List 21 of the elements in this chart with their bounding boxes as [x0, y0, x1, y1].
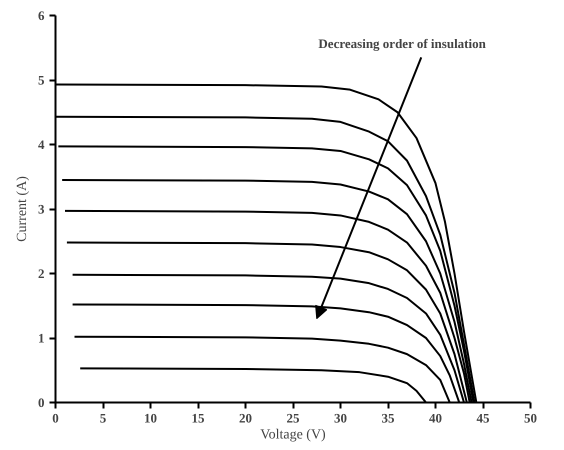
x-tick-label: 25 — [286, 410, 300, 426]
x-tick-label: 30 — [334, 410, 347, 426]
x-axis-title: Voltage (V) — [260, 428, 326, 442]
x-tick-label: 50 — [524, 410, 537, 426]
y-tick-label: 4 — [38, 137, 45, 152]
y-tick-label: 0 — [38, 395, 44, 410]
x-tick-label: 5 — [100, 410, 107, 426]
x-tick-label: 0 — [52, 410, 59, 426]
y-tick-label: 2 — [38, 266, 44, 281]
y-tick-label: 5 — [38, 72, 45, 88]
x-tick-label: 20 — [239, 410, 252, 426]
x-tick-label: 45 — [476, 410, 490, 426]
annotation: Decreasing order of insulation — [318, 36, 487, 51]
y-tick-label: 3 — [38, 202, 45, 216]
x-tick-label: 35 — [382, 410, 395, 426]
x-tick-label: 10 — [144, 410, 157, 426]
x-tick-label: 40 — [429, 410, 442, 426]
x-tick-label: 15 — [192, 410, 205, 426]
y-axis-title: Current (A) — [15, 176, 30, 242]
y-tick-label: 1 — [38, 330, 44, 346]
y-tick-label: 6 — [38, 8, 45, 23]
